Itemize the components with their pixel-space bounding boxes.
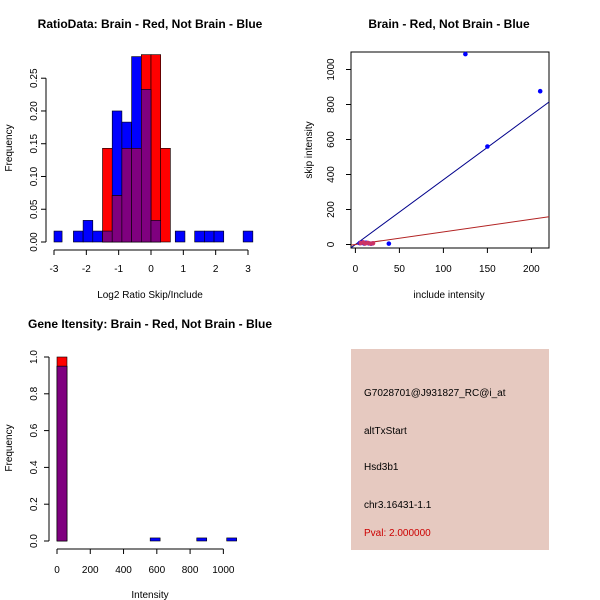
bar-not-brain-2 <box>82 220 94 243</box>
bar-overlap <box>131 148 142 243</box>
y-tick-label: 0.20 <box>29 101 40 121</box>
scatter-marks: 0 50 100 150 200 0 200 400 600 800 1000 <box>326 51 550 275</box>
y-tick-label: 0.05 <box>29 199 40 219</box>
bar-brain-6 <box>160 148 171 243</box>
x-tick-label: 50 <box>394 264 406 275</box>
ratio-histogram-title: RatioData: Brain - Red, Not Brain - Blue <box>38 17 263 31</box>
ratio-histogram-panel: RatioData: Brain - Red, Not Brain - Blue… <box>4 17 263 301</box>
bar-not-brain-2 <box>196 537 208 542</box>
bar-not-brain-14 <box>242 230 254 243</box>
gene-intensity-marks: 0 200 400 600 800 1000 0.0 0.2 0.4 0.6 0.8 1.0 <box>29 350 237 576</box>
y-tick-label: 600 <box>326 131 337 148</box>
point-brain-5 <box>370 240 376 246</box>
x-tick-label: 3 <box>245 264 251 275</box>
x-tick-label: 200 <box>523 264 540 275</box>
bar-not-brain-3 <box>226 537 237 542</box>
point-not-brain-1 <box>537 88 543 94</box>
gene-intensity-ylabel: Frequency <box>4 424 15 471</box>
bar-not-brain-3 <box>92 230 103 243</box>
gene-name: Hsd3b1 <box>364 462 399 473</box>
y-tick-label: 0.2 <box>29 497 40 511</box>
x-tick-label: -3 <box>50 264 59 275</box>
bar-not-brain-13 <box>213 230 225 243</box>
y-tick-label: 0.0 <box>29 534 40 548</box>
gene-intensity-xlabel: Intensity <box>131 590 168 600</box>
scatter-xlabel: include intensity <box>413 290 484 301</box>
y-tick-label: 0.4 <box>29 460 40 474</box>
x-tick-label: 0 <box>148 264 154 275</box>
probe-id: G7028701@J931827_RC@i_at <box>364 388 506 399</box>
y-tick-label: 1000 <box>326 58 337 81</box>
point-not-brain-2 <box>485 144 490 149</box>
x-tick-label: 0 <box>353 264 359 275</box>
bar-overlap <box>56 365 68 542</box>
ratio-histogram-ylabel: Frequency <box>4 124 15 171</box>
x-tick-label: 800 <box>182 565 199 576</box>
bar-not-brain-12 <box>204 230 215 243</box>
bar-overlap <box>121 148 132 243</box>
bar-not-brain-1 <box>149 537 161 542</box>
fit-line-0 <box>351 101 549 248</box>
y-tick-label: 0.8 <box>29 386 40 400</box>
x-tick-label: 1 <box>181 264 187 275</box>
gene-intensity-panel: Gene Itensity: Brain - Red, Not Brain - … <box>4 317 272 600</box>
bar-not-brain-10 <box>174 230 186 243</box>
fit-lines <box>351 101 549 248</box>
y-tick-label: 0.15 <box>29 134 40 154</box>
x-tick-label: 1000 <box>212 565 235 576</box>
x-tick-label: 100 <box>435 264 452 275</box>
bar-brain-5 <box>150 54 161 243</box>
y-tick-label: 0.25 <box>29 68 40 88</box>
plot-frame <box>350 51 550 249</box>
x-tick-label: 200 <box>82 565 99 576</box>
x-tick-label: -1 <box>114 264 123 275</box>
y-tick-label: 0.6 <box>29 423 40 437</box>
event-type: altTxStart <box>364 426 407 437</box>
ratio-histogram-xlabel: Log2 Ratio Skip/Include <box>97 290 203 301</box>
bar-not-brain-1 <box>73 230 84 243</box>
bar-overlap <box>150 220 161 243</box>
fit-line-1 <box>351 216 549 246</box>
y-tick-label: 200 <box>326 201 337 218</box>
x-tick-label: -2 <box>82 264 91 275</box>
x-tick-label: 600 <box>148 565 165 576</box>
y-tick-label: 0.00 <box>29 232 40 252</box>
ratio-histogram-marks: -3 -2 -1 0 1 2 3 0.00 0.05 0.10 0.15 0.20 0.25 <box>29 54 254 275</box>
info-panel: G7028701@J931827_RC@i_at altTxStart Hsd3… <box>351 349 549 550</box>
point-not-brain-0 <box>463 51 468 57</box>
bar-overlap <box>141 89 152 243</box>
x-tick-label: 0 <box>54 565 60 576</box>
bar-overlap <box>111 195 123 243</box>
point-not-brain-3 <box>386 241 392 246</box>
location: chr3.16431-1.1 <box>364 500 432 511</box>
x-tick-label: 2 <box>213 264 219 275</box>
pval: Pval: 2.000000 <box>364 528 431 539</box>
y-tick-label: 0.10 <box>29 166 40 186</box>
y-tick-label: 1.0 <box>29 350 40 364</box>
y-tick-label: 400 <box>326 166 337 183</box>
x-tick-label: 150 <box>479 264 496 275</box>
bar-not-brain-11 <box>194 230 205 243</box>
x-tick-label: 400 <box>115 565 132 576</box>
scatter-title: Brain - Red, Not Brain - Blue <box>368 17 530 31</box>
scatter-ylabel: skip intensity <box>304 121 315 178</box>
intensity-scatter-panel: Brain - Red, Not Brain - Blue include in… <box>304 17 550 301</box>
gene-intensity-title: Gene Itensity: Brain - Red, Not Brain - … <box>28 317 272 331</box>
bar-brain-0 <box>102 148 113 243</box>
y-tick-label: 800 <box>326 96 337 113</box>
bar-overlap <box>102 230 113 243</box>
info-panel-background <box>351 349 549 550</box>
bar-not-brain-0 <box>53 230 63 243</box>
y-tick-label: 0 <box>326 241 337 247</box>
